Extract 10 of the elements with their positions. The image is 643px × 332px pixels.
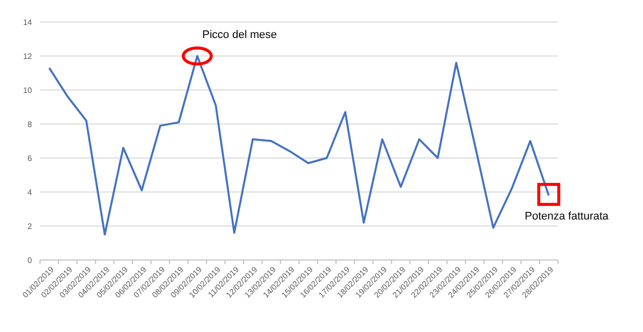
y-tick-label: 10 <box>23 86 33 95</box>
y-tick-label: 0 <box>28 256 33 265</box>
annotation: Potenza fatturata <box>524 210 610 222</box>
y-tick-label: 4 <box>28 188 33 197</box>
y-tick-label: 14 <box>23 18 33 27</box>
annotation: Picco del mese <box>202 29 277 41</box>
y-tick-label: 12 <box>23 52 33 61</box>
y-tick-label: 2 <box>28 222 33 231</box>
y-tick-label: 8 <box>28 120 33 129</box>
y-tick-label: 6 <box>28 154 33 163</box>
